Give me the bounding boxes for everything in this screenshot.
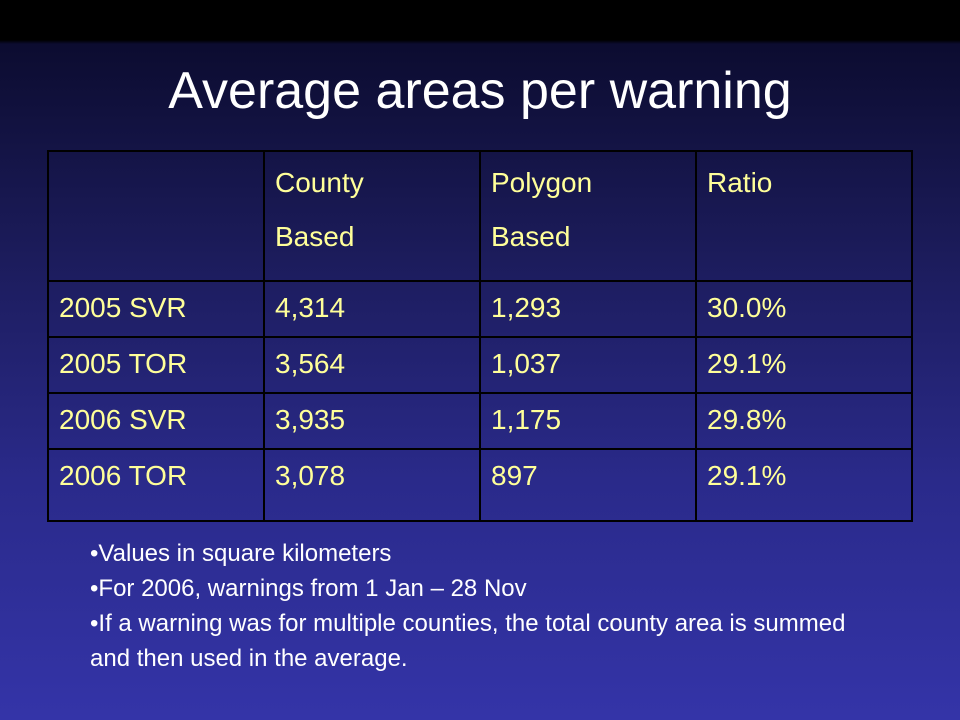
- header-cell: Ratio: [695, 150, 913, 282]
- table-cell: 30.0%: [695, 280, 913, 338]
- table-row: 2005 SVR 4,314 1,293 30.0%: [47, 280, 913, 338]
- table-row: 2005 TOR 3,564 1,037 29.1%: [47, 336, 913, 394]
- header-cell: Polygon Based: [479, 150, 697, 282]
- table-cell: 4,314: [263, 280, 481, 338]
- header-line: Based: [491, 221, 571, 252]
- header-line: Ratio: [707, 167, 773, 198]
- table-cell: 1,293: [479, 280, 697, 338]
- notes: Values in square kilometersFor 2006, war…: [90, 536, 880, 676]
- table-cell: 3,564: [263, 336, 481, 394]
- table-cell: 29.1%: [695, 448, 913, 522]
- table-cell: 1,175: [479, 392, 697, 450]
- header-cell: County Based: [263, 150, 481, 282]
- header-line: Polygon: [491, 167, 593, 198]
- table-cell: 2005 TOR: [47, 336, 265, 394]
- table-row: 2006 TOR 3,078 897 29.1%: [47, 448, 913, 522]
- table-cell: 2006 TOR: [47, 448, 265, 522]
- header-line: Based: [275, 221, 355, 252]
- note: If a warning was for multiple counties, …: [90, 606, 880, 676]
- note: Values in square kilometers: [90, 536, 880, 571]
- table-cell: 3,078: [263, 448, 481, 522]
- table-cell: 1,037: [479, 336, 697, 394]
- table-cell: 29.8%: [695, 392, 913, 450]
- table-cell: 2006 SVR: [47, 392, 265, 450]
- note: For 2006, warnings from 1 Jan – 28 Nov: [90, 571, 880, 606]
- table-cell: 29.1%: [695, 336, 913, 394]
- data-table: County Based Polygon Based Ratio 2005 SVR 4,31…: [47, 150, 913, 522]
- table-cell: 3,935: [263, 392, 481, 450]
- header-line: County: [275, 167, 364, 198]
- slide-title: Average areas per warning: [168, 62, 792, 120]
- header-cell: [47, 150, 265, 282]
- header-row: County Based Polygon Based Ratio: [47, 150, 913, 282]
- table-cell: 897: [479, 448, 697, 522]
- table-cell: 2005 SVR: [47, 280, 265, 338]
- table-row: 2006 SVR 3,935 1,175 29.8%: [47, 392, 913, 450]
